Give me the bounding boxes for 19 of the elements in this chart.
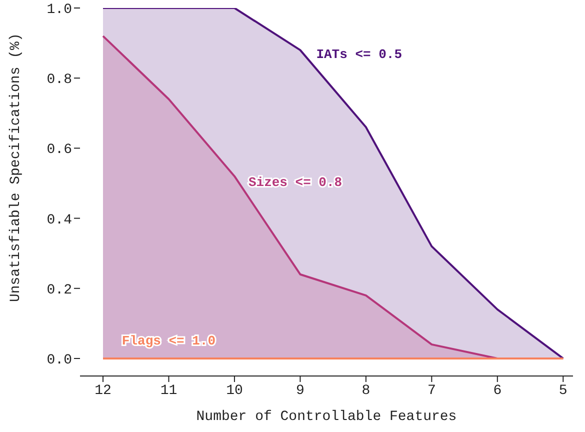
x-tick-label: 9 (296, 382, 304, 399)
series-label: Sizes <= 0.8 (248, 175, 342, 190)
x-tick-label: 12 (94, 382, 112, 399)
y-tick-label: 1.0 (46, 2, 72, 18)
y-tick-label: 0.6 (46, 142, 72, 158)
series-label: IATs <= 0.5 (316, 47, 402, 62)
x-tick-label: 5 (558, 382, 568, 399)
series-label: Flags <= 1.0 (122, 333, 216, 348)
y-tick-label: 0.4 (46, 212, 72, 228)
x-tick-label: 6 (493, 382, 502, 399)
y-tick-label: 0.0 (46, 352, 72, 368)
y-tick-label: 0.8 (46, 72, 72, 88)
x-tick-label: 7 (427, 382, 436, 399)
y-axis-title: Unsatisfiable Specifications (%) (8, 33, 24, 302)
x-tick-label: 11 (160, 382, 178, 399)
x-tick-label: 10 (226, 382, 243, 399)
x-axis-title: Number of Controllable Features (196, 409, 457, 425)
x-tick-label: 8 (362, 382, 370, 399)
y-tick-label: 0.2 (46, 282, 72, 298)
